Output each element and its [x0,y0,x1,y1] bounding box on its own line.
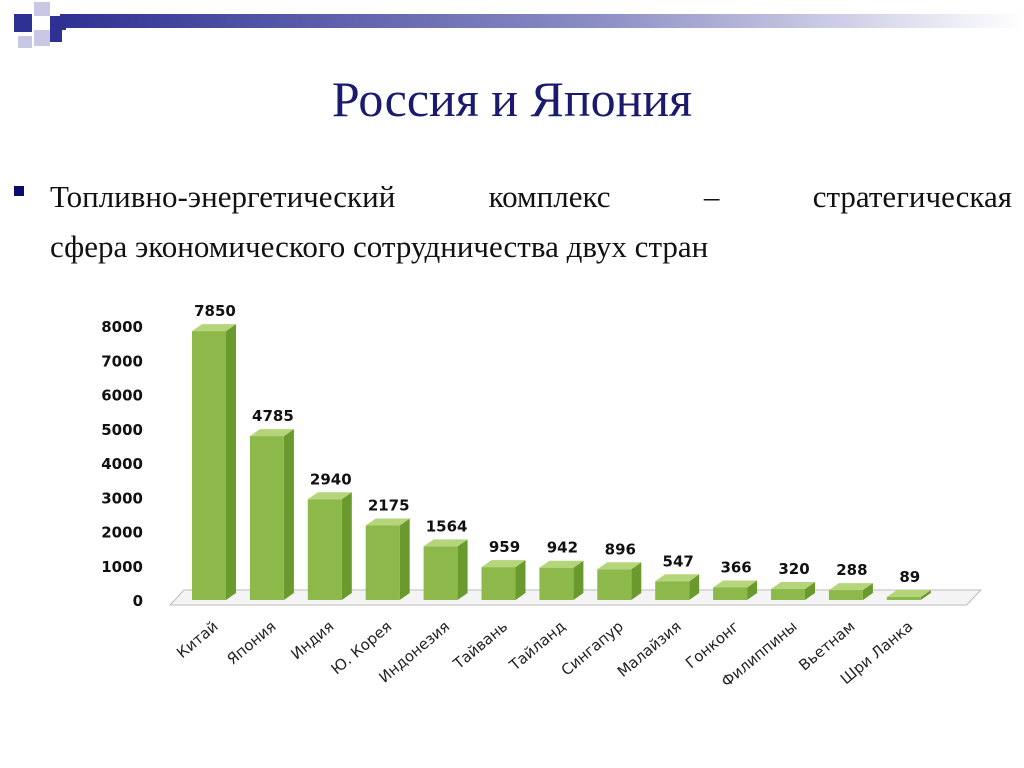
y-tick-label: 2000 [101,524,143,542]
data-label: 547 [663,552,694,570]
bar-side [457,539,468,600]
bar-side [747,580,758,600]
bar-front [423,546,458,600]
bar-12 [828,583,873,600]
bullet-line-1: Топливно-энергетический комплекс – страт… [50,179,1012,214]
decor-square [50,16,66,30]
bar-front [365,525,400,600]
category-label: Китай [173,617,221,662]
y-tick-label: 6000 [101,387,143,405]
bar-top [655,574,700,582]
bar-front [655,581,690,600]
category-label: Япония [223,617,279,668]
bar-top [539,560,584,568]
data-label: 4785 [252,407,294,425]
category-label: Малайзия [614,617,685,681]
data-label: 2175 [368,497,410,515]
bar-front [539,567,574,600]
bar-side [226,324,236,600]
bar-side [283,429,294,600]
bar-front [307,499,342,600]
decor-square [18,36,32,48]
bar-3 [307,492,352,600]
bar-side [862,583,873,600]
bullet-line-2: сфера экономического сотрудничества двух… [50,229,709,264]
bar-6 [481,560,526,600]
bar-front [771,589,805,600]
data-label: 288 [836,561,867,579]
bar-top [713,580,758,588]
bar-side [805,582,815,600]
bar-front [828,590,863,600]
bar-top [192,324,236,332]
bar-side [631,562,642,600]
decor-square [34,2,50,16]
bar-5 [423,539,468,600]
y-tick-label: 5000 [101,421,143,439]
data-label: 7850 [194,302,236,320]
bar-top [886,589,931,597]
header-stripe [60,14,1024,28]
bar-front [713,587,748,600]
bar-top [365,518,410,526]
header-decoration [14,2,1024,48]
bar-side [920,589,931,600]
bar-front [249,436,284,600]
bar-chart: 0 1000 2000 3000 4000 5000 6000 7000 8000 7850 Ки… [101,302,982,691]
bar-8 [597,562,642,600]
bullet-square-icon [14,186,24,196]
decor-square [34,30,50,46]
bar-top [249,429,294,437]
bar-front [481,567,516,600]
data-label: 959 [489,538,520,556]
data-label: 366 [720,558,751,576]
data-label: 1564 [426,517,468,535]
bar-13 [886,589,931,600]
y-tick-label: 0 [133,592,143,610]
bar-top [771,582,815,590]
bar-top [597,562,642,570]
slide-title: Россия и Япония [331,71,693,127]
y-tick-label: 8000 [101,318,143,336]
y-tick-label: 3000 [101,489,143,507]
bar-top [828,583,873,591]
bar-front [192,331,226,600]
bar-side [341,492,352,600]
bar-side [515,560,526,600]
data-label: 896 [605,540,636,558]
y-tick-label: 7000 [101,352,143,370]
bar-2 [249,429,294,600]
bar-front [597,569,632,600]
bar-side [399,518,410,600]
bar-4 [365,518,410,600]
bar-layer [192,324,931,600]
bar-11 [771,582,815,600]
bar-side [689,574,700,600]
category-label: Индия [287,617,337,663]
bar-10 [713,580,758,600]
data-label: 89 [899,568,920,586]
data-label: 320 [778,560,809,578]
bar-top [423,539,468,547]
y-tick-label: 1000 [101,558,143,576]
bar-side [573,560,584,600]
bar-1 [192,324,236,600]
bar-front [886,596,921,600]
data-label: 942 [547,539,578,557]
category-label: Тайвань [449,617,511,673]
decor-square [50,30,62,42]
bar-top [307,492,352,500]
bar-9 [655,574,700,600]
y-tick-label: 4000 [101,455,143,473]
bar-top [481,560,526,568]
decor-square [14,14,32,32]
data-label: 2940 [310,470,352,488]
bullet-text: Топливно-энергетический комплекс – страт… [50,172,1012,272]
bar-7 [539,560,584,600]
